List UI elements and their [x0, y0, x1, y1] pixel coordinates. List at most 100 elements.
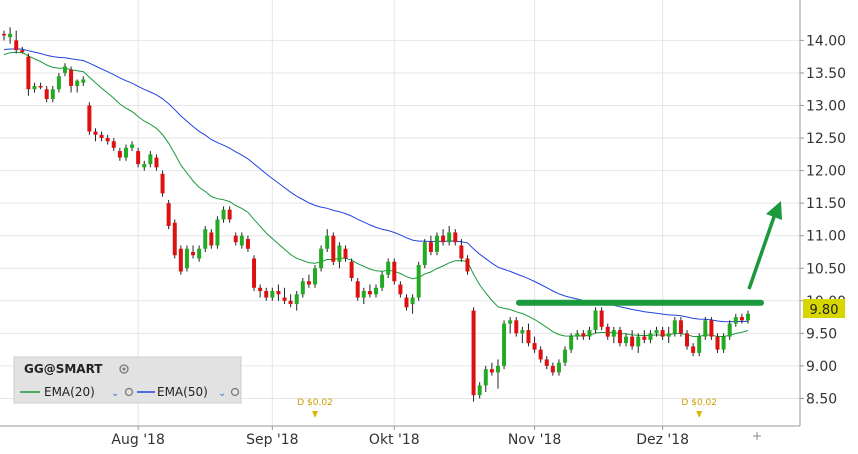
candle-body [532, 343, 537, 350]
candle-body [441, 235, 446, 243]
candle-body [81, 79, 86, 83]
candle-body [611, 330, 616, 337]
candle [2, 30, 6, 41]
candle [221, 206, 226, 223]
candle [410, 294, 415, 314]
dividend-marker-icon [696, 411, 703, 418]
candle [453, 229, 458, 246]
candle [172, 219, 177, 259]
candle [343, 245, 348, 262]
candle-body [672, 320, 677, 334]
candle [550, 362, 555, 376]
candle-body [581, 333, 586, 337]
candle-body [215, 219, 220, 246]
candle-body [252, 258, 257, 288]
add-indicator-icon[interactable] [753, 432, 761, 440]
candle-body [508, 320, 513, 324]
candle [239, 232, 244, 249]
candle-body [636, 336, 641, 347]
candle [300, 278, 305, 298]
candle-body [386, 261, 391, 275]
candle [111, 138, 116, 152]
candle-body [191, 251, 196, 256]
candle [581, 330, 586, 340]
dividend-marker-icon [312, 411, 319, 418]
candle-body [563, 349, 568, 363]
candle [502, 320, 507, 370]
axes: 8.509.009.5010.0010.5011.0011.5012.0012.… [0, 0, 846, 448]
candle-body [38, 85, 43, 88]
y-tick-label: 8.50 [806, 391, 837, 407]
candle [319, 245, 324, 272]
candle-body [160, 173, 165, 194]
legend-ema50-chevron-icon[interactable]: ⌄ [218, 388, 226, 399]
candle [142, 160, 147, 171]
candle-body [660, 330, 665, 337]
candle [227, 206, 232, 223]
candle [380, 271, 385, 292]
legend-settings-icon[interactable] [119, 364, 129, 374]
legend-box[interactable]: GG@SMART EMA(20) ⌄ EMA(50) ⌄ [13, 356, 242, 404]
candle [367, 284, 372, 298]
candle-body [556, 362, 561, 373]
candle [416, 261, 421, 301]
candle-body [123, 147, 128, 158]
candle [428, 235, 433, 256]
candle-body [56, 76, 61, 90]
candle-body [233, 235, 238, 243]
candle [654, 326, 659, 337]
candle [703, 317, 708, 340]
candle [361, 287, 366, 305]
candle [666, 326, 671, 344]
candle-body [691, 346, 696, 353]
candle-body [99, 134, 104, 139]
candle [203, 225, 208, 252]
candle [355, 278, 360, 301]
legend-ema50-settings-icon[interactable] [230, 387, 240, 397]
candle [184, 245, 189, 272]
candle [8, 27, 13, 44]
candle-body [288, 300, 293, 305]
candle-body [87, 105, 92, 132]
candle [154, 154, 159, 171]
candle [648, 330, 653, 344]
y-tick-label: 10.50 [806, 261, 846, 277]
candle [605, 323, 610, 340]
candle [69, 66, 74, 93]
candlestick-series [2, 27, 750, 402]
candle [624, 333, 629, 347]
candle-body [26, 56, 31, 90]
candle-body [630, 336, 635, 347]
candle [660, 326, 665, 340]
candle [105, 134, 110, 145]
candle [544, 356, 549, 370]
candle-body [599, 310, 604, 327]
legend-ema20-chevron-icon[interactable]: ⌄ [111, 388, 119, 399]
candle [404, 294, 409, 311]
candle [337, 242, 342, 269]
candle [611, 326, 616, 344]
candle [38, 82, 43, 90]
candle-body [709, 320, 714, 337]
legend-ema20-settings-icon[interactable] [124, 387, 134, 397]
candle-body [361, 291, 366, 298]
candle-body [105, 138, 110, 142]
candle-body [544, 359, 549, 366]
candle [489, 362, 494, 376]
legend-ema20-label: EMA(20) [44, 385, 95, 399]
y-tick-label: 14.00 [806, 33, 846, 49]
candle [746, 310, 750, 324]
candle-body [605, 326, 610, 337]
candle-body [550, 365, 555, 373]
candle [215, 216, 220, 249]
y-tick-label: 11.00 [806, 229, 846, 245]
candle-body [337, 245, 342, 262]
candle [191, 245, 196, 259]
candle [313, 264, 318, 288]
candle [20, 46, 25, 54]
candle-body [380, 274, 385, 288]
candle-body [416, 264, 421, 298]
candle-body [44, 89, 49, 99]
candle-body [428, 242, 433, 252]
trend-annotations [516, 201, 782, 306]
